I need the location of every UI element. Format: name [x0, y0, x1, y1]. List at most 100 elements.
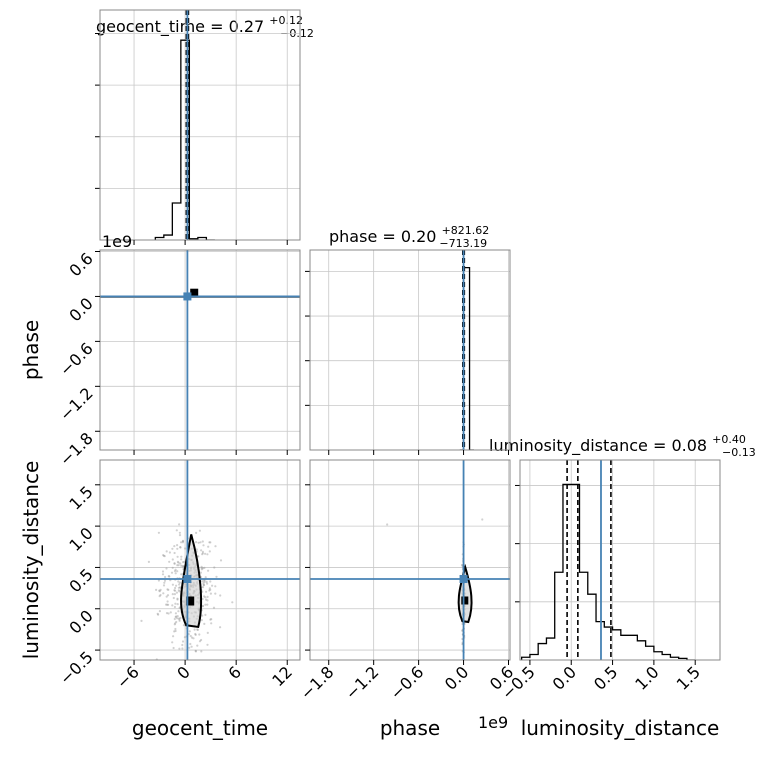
- sample-point: [178, 534, 182, 537]
- sample-point: [178, 531, 181, 534]
- scatter-geocent-time-vs-phase: −1.8−1.2−0.6 0.0 0.6: [56, 249, 301, 470]
- sample-point: [165, 603, 168, 606]
- y-tick-label: −0.5: [56, 647, 97, 688]
- sample-point: [162, 592, 165, 595]
- sample-point: [155, 588, 158, 592]
- y-tick-label: −1.2: [56, 384, 97, 425]
- sample-point: [175, 615, 178, 618]
- sample-point: [161, 570, 165, 573]
- sample-point: [204, 603, 207, 606]
- sample-point: [159, 588, 162, 592]
- x-tick-label: −6: [113, 662, 143, 692]
- sample-point: [201, 614, 204, 617]
- sample-point: [179, 616, 182, 620]
- sample-point: [198, 640, 202, 643]
- sample-point: [219, 559, 223, 562]
- sample-point: [194, 633, 197, 637]
- sample-point: [208, 589, 211, 592]
- sample-point: [386, 523, 389, 526]
- sample-point: [204, 596, 207, 599]
- sample-point: [214, 545, 217, 548]
- sample-point: [180, 555, 183, 558]
- x-tick-label: 12: [268, 662, 296, 690]
- sample-point: [178, 618, 181, 621]
- sample-point: [208, 587, 211, 590]
- truth-marker: [183, 292, 192, 301]
- sample-point: [180, 573, 183, 576]
- sample-point: [159, 593, 162, 597]
- scatter-geocent-time-vs-luminosity-distance: −6 0 6 12 −0.5 0.0 0.5 1.0 1.5: [56, 459, 301, 693]
- sample-point: [181, 541, 184, 544]
- sample-point: [197, 555, 200, 558]
- sample-point: [158, 589, 161, 592]
- sample-point: [178, 523, 181, 526]
- sample-point: [165, 550, 168, 553]
- sample-point: [200, 567, 203, 570]
- y-tick-label: −1.8: [56, 429, 97, 470]
- sample-point: [201, 567, 204, 570]
- sample-point: [162, 554, 165, 557]
- title-geocent-time: geocent_time = 0.27 +0.12 −0.12: [96, 9, 314, 40]
- sample-point: [167, 575, 170, 578]
- sample-point: [168, 551, 171, 554]
- sample-point: [166, 603, 169, 606]
- sample-point: [164, 575, 167, 579]
- sample-point: [174, 629, 177, 633]
- sample-point: [219, 626, 222, 629]
- sample-point: [206, 582, 209, 585]
- sample-point: [172, 635, 175, 638]
- sample-point: [165, 612, 169, 615]
- sample-point: [163, 581, 166, 584]
- sample-point: [204, 552, 207, 555]
- sample-point: [162, 584, 166, 587]
- sample-point: [173, 562, 176, 565]
- sample-point: [157, 579, 160, 582]
- sample-point: [202, 582, 205, 585]
- sample-point: [180, 558, 183, 561]
- x-tick-label: 0.0: [549, 662, 580, 693]
- sample-point: [177, 564, 180, 567]
- sample-point: [158, 590, 161, 593]
- sample-point: [203, 579, 206, 582]
- scatter-content: [100, 250, 300, 450]
- sample-point: [214, 592, 217, 595]
- y-tick-label: 1.0: [65, 524, 96, 555]
- sample-point: [171, 547, 174, 550]
- sample-point: [209, 618, 212, 621]
- sample-point: [157, 613, 160, 616]
- sample-point: [201, 604, 205, 608]
- sample-point: [201, 580, 204, 583]
- sample-point: [231, 601, 234, 604]
- y-tick-label: −0.6: [56, 339, 97, 380]
- sample-point: [205, 580, 208, 584]
- y-tick-label: 1.5: [65, 482, 96, 513]
- sample-point: [189, 634, 192, 638]
- sample-point: [206, 603, 209, 606]
- sample-point: [171, 558, 174, 561]
- title-phase-lower: −713.19: [439, 237, 487, 250]
- sample-point: [182, 661, 184, 663]
- sample-point: [188, 630, 191, 633]
- x-tick-label: 0.5: [590, 662, 621, 693]
- x-axis-label-luminosity-distance: luminosity_distance: [521, 716, 720, 740]
- sample-point: [176, 560, 179, 564]
- sample-point: [176, 615, 179, 618]
- sample-point: [177, 561, 180, 564]
- sample-point: [173, 593, 176, 596]
- sample-point: [161, 573, 165, 576]
- sample-point: [211, 584, 214, 587]
- sample-point: [177, 589, 180, 592]
- panel-frame: [309, 249, 511, 451]
- sample-point: [176, 570, 179, 573]
- sample-point: [182, 624, 185, 627]
- y-axis-label-luminosity-distance: luminosity_distance: [19, 461, 43, 660]
- sample-point: [172, 596, 175, 600]
- sample-point: [194, 632, 197, 636]
- sample-point: [178, 606, 181, 610]
- sample-point: [181, 643, 184, 647]
- panel-frame: [99, 459, 301, 661]
- sample-point: [178, 619, 181, 622]
- sample-point: [207, 569, 210, 572]
- sample-point: [201, 553, 204, 556]
- sample-point: [201, 605, 204, 608]
